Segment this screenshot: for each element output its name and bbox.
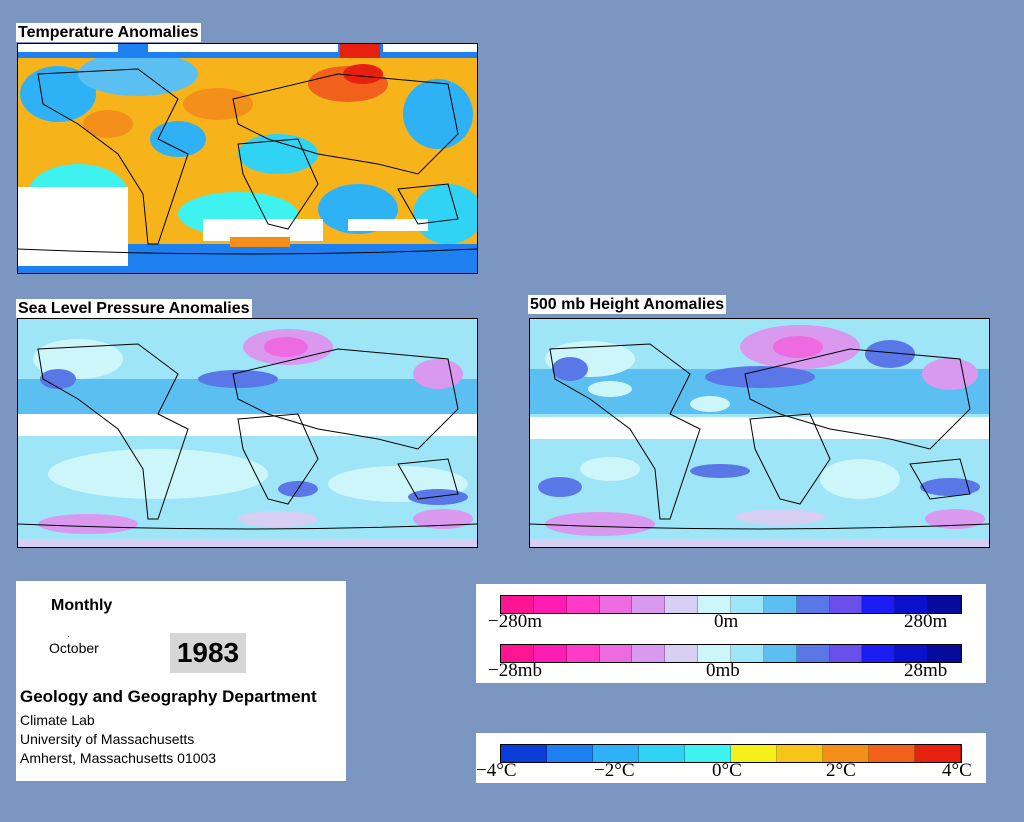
height-scale-swatch bbox=[533, 596, 567, 613]
temperature-scale-swatch bbox=[639, 745, 685, 762]
temp-label-neg2: −2°C bbox=[594, 760, 635, 781]
pressure-scale-swatch bbox=[632, 645, 666, 662]
temperature-scale-swatch bbox=[869, 745, 915, 762]
slp-panel-title: Sea Level Pressure Anomalies bbox=[16, 299, 252, 318]
slp-anomaly-map bbox=[17, 318, 478, 548]
height-scale-swatch bbox=[829, 596, 863, 613]
pressure-scale-swatch bbox=[533, 645, 567, 662]
pressure-scale-swatch bbox=[763, 645, 797, 662]
h500-panel-title: 500 mb Height Anomalies bbox=[528, 295, 727, 314]
address-line: University of Massachusetts bbox=[20, 731, 195, 747]
department-label: Geology and Geography Department bbox=[20, 687, 317, 706]
temp-label-neg4: −4°C bbox=[476, 760, 517, 781]
temperature-scale-swatch bbox=[593, 745, 639, 762]
pressure-scale-swatch bbox=[895, 645, 929, 662]
height-label-min: −280m bbox=[488, 611, 542, 632]
height-scale-swatch bbox=[566, 596, 600, 613]
height-scale-swatch bbox=[698, 596, 732, 613]
pressure-scale-swatch bbox=[599, 645, 633, 662]
temperature-scale-swatch bbox=[823, 745, 869, 762]
address-line: Climate Lab bbox=[20, 712, 95, 728]
pressure-scale-swatch bbox=[501, 645, 534, 662]
month-dot: . bbox=[67, 629, 70, 640]
height-label-max: 280m bbox=[904, 611, 948, 632]
height-scale-swatch bbox=[665, 596, 699, 613]
temp-label-zero: 0°C bbox=[712, 760, 742, 781]
address-line: Amherst, Massachusetts 01003 bbox=[20, 750, 217, 766]
height-scale-swatch bbox=[731, 596, 764, 613]
height-scale-swatch bbox=[796, 596, 830, 613]
temperature-scale-swatch bbox=[685, 745, 731, 762]
height-scale-swatch bbox=[895, 596, 929, 613]
temperature-legend: −4°C −2°C 0°C 2°C 4°C bbox=[476, 733, 986, 783]
info-box: Monthly . October 1983 Geology and Geogr… bbox=[16, 581, 346, 781]
pressure-scale-swatch bbox=[665, 645, 699, 662]
temperature-color-scale bbox=[500, 744, 962, 763]
pressure-label-mid: 0mb bbox=[706, 660, 740, 681]
pressure-label-min: −28mb bbox=[488, 660, 542, 681]
h500-anomaly-map bbox=[529, 318, 990, 548]
month-label: October bbox=[49, 640, 99, 656]
height-scale-swatch bbox=[928, 596, 962, 613]
pressure-scale-swatch bbox=[928, 645, 962, 662]
pressure-scale-swatch bbox=[829, 645, 863, 662]
height-scale-swatch bbox=[599, 596, 633, 613]
height-scale-swatch bbox=[862, 596, 896, 613]
height-scale-swatch bbox=[763, 596, 797, 613]
year-label: 1983 bbox=[170, 633, 246, 673]
temperature-scale-swatch bbox=[731, 745, 777, 762]
height-color-scale bbox=[500, 595, 962, 614]
pressure-color-scale bbox=[500, 644, 962, 663]
height-scale-swatch bbox=[632, 596, 666, 613]
temp-label-pos4: 4°C bbox=[942, 760, 972, 781]
temperature-scale-swatch bbox=[501, 745, 547, 762]
temperature-scale-swatch bbox=[547, 745, 593, 762]
temperature-panel-title: Temperature Anomalies bbox=[16, 23, 201, 42]
pressure-scale-swatch bbox=[862, 645, 896, 662]
temperature-scale-swatch bbox=[777, 745, 823, 762]
pressure-scale-swatch bbox=[796, 645, 830, 662]
pressure-scale-swatch bbox=[698, 645, 732, 662]
temperature-anomaly-map bbox=[17, 43, 478, 274]
height-scale-swatch bbox=[501, 596, 534, 613]
period-label: Monthly bbox=[51, 597, 113, 614]
pressure-scale-swatch bbox=[731, 645, 764, 662]
pressure-scale-swatch bbox=[566, 645, 600, 662]
pressure-label-max: 28mb bbox=[904, 660, 948, 681]
height-pressure-legend: −280m 0m 280m −28mb 0mb 28mb bbox=[476, 584, 986, 683]
temperature-scale-swatch bbox=[915, 745, 961, 762]
height-label-mid: 0m bbox=[714, 611, 739, 632]
temp-label-pos2: 2°C bbox=[826, 760, 856, 781]
